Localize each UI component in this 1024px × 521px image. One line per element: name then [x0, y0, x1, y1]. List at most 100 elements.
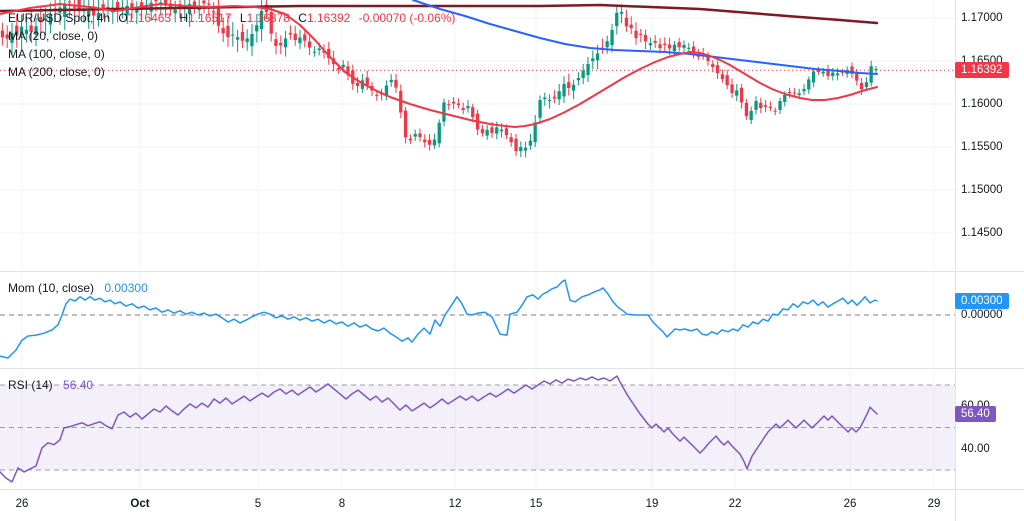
candle-body: [365, 77, 369, 86]
candle: [231, 22, 235, 47]
pane-separator[interactable]: [0, 271, 1024, 272]
candle-body: [831, 72, 835, 76]
candle: [5, 25, 9, 48]
candle: [619, 4, 624, 23]
candle: [423, 134, 427, 148]
candle-body: [807, 79, 811, 90]
candle-body: [677, 42, 681, 48]
candle: [149, 0, 153, 21]
candle-body: [389, 79, 393, 83]
candle: [255, 14, 259, 43]
candle-body: [571, 84, 576, 91]
candle: [816, 66, 821, 75]
candle-body: [92, 6, 96, 16]
time-axis-label: 22: [728, 498, 742, 510]
candle: [221, 17, 225, 42]
high-letter: H: [179, 11, 189, 25]
candle: [274, 32, 278, 55]
candle-body: [336, 67, 341, 70]
candle-body: [485, 129, 489, 136]
candle: [408, 134, 413, 145]
price-axis-label: 1.15500: [961, 141, 1003, 153]
candle: [240, 23, 245, 49]
candle: [538, 95, 542, 124]
candle-body: [15, 25, 19, 36]
candle: [874, 66, 878, 74]
candle-body: [427, 139, 432, 145]
candle: [615, 5, 619, 35]
candle-body: [586, 64, 590, 75]
candle-body: [547, 100, 552, 101]
low-letter: L: [239, 11, 247, 25]
candle-body: [423, 139, 427, 143]
pane-separator[interactable]: [0, 368, 1024, 369]
price-pane[interactable]: [0, 0, 955, 158]
candle-body: [672, 44, 677, 52]
candle: [749, 106, 753, 125]
candle-body: [557, 91, 561, 100]
candle-body: [591, 58, 595, 62]
candle-body: [595, 53, 600, 61]
candle: [115, 0, 120, 23]
candle: [850, 62, 854, 79]
candle: [288, 25, 293, 40]
momentum-pane[interactable]: [0, 279, 955, 359]
candle: [72, 0, 77, 17]
candle: [778, 97, 782, 114]
candle: [739, 84, 744, 109]
candle: [509, 132, 513, 147]
candle: [403, 106, 408, 144]
candle-body: [821, 71, 825, 74]
candle-body: [322, 50, 326, 53]
candle: [519, 141, 523, 157]
candle-body: [130, 3, 134, 9]
candle-body: [735, 90, 739, 96]
candle-body: [96, 12, 101, 19]
candle: [187, 0, 192, 27]
candle: [557, 84, 561, 105]
candle: [711, 60, 715, 73]
candle: [394, 73, 398, 93]
candle-body: [456, 103, 461, 105]
candle-body: [0, 30, 5, 38]
candle-body: [850, 66, 854, 74]
candle: [643, 29, 648, 50]
candle-body: [327, 48, 331, 59]
candle-body: [687, 47, 691, 49]
candle-body: [408, 138, 413, 141]
candle: [413, 129, 417, 141]
candle: [327, 41, 331, 65]
candle-body: [634, 30, 638, 39]
candle: [624, 9, 629, 32]
candle-body: [115, 2, 120, 10]
candle: [744, 98, 749, 120]
candle-body: [691, 46, 696, 53]
candle: [130, 0, 134, 19]
rsi-pane[interactable]: [0, 375, 955, 483]
candle-body: [811, 71, 816, 83]
candle-body: [552, 96, 557, 99]
candle-body: [519, 147, 523, 152]
time-axis-label: 8: [338, 498, 346, 510]
change-value: -0.00070 (-0.06%): [358, 11, 456, 25]
candle-body: [749, 111, 753, 120]
candle-body: [720, 74, 725, 79]
candle: [307, 36, 312, 55]
candle: [235, 29, 240, 52]
candle-body: [533, 122, 537, 143]
candle-body: [538, 100, 542, 118]
candle-body: [499, 129, 504, 132]
candle-body: [648, 43, 653, 46]
candle-body: [581, 70, 585, 78]
candle: [485, 125, 489, 140]
candle-body: [283, 38, 288, 48]
candle-body: [303, 34, 307, 41]
candle: [293, 25, 297, 46]
candle-body: [375, 94, 379, 96]
time-axis-label: 26: [843, 498, 857, 510]
rsi-value: 56.40: [63, 378, 94, 392]
candle: [24, 16, 29, 43]
price-axis-border: [955, 0, 956, 521]
